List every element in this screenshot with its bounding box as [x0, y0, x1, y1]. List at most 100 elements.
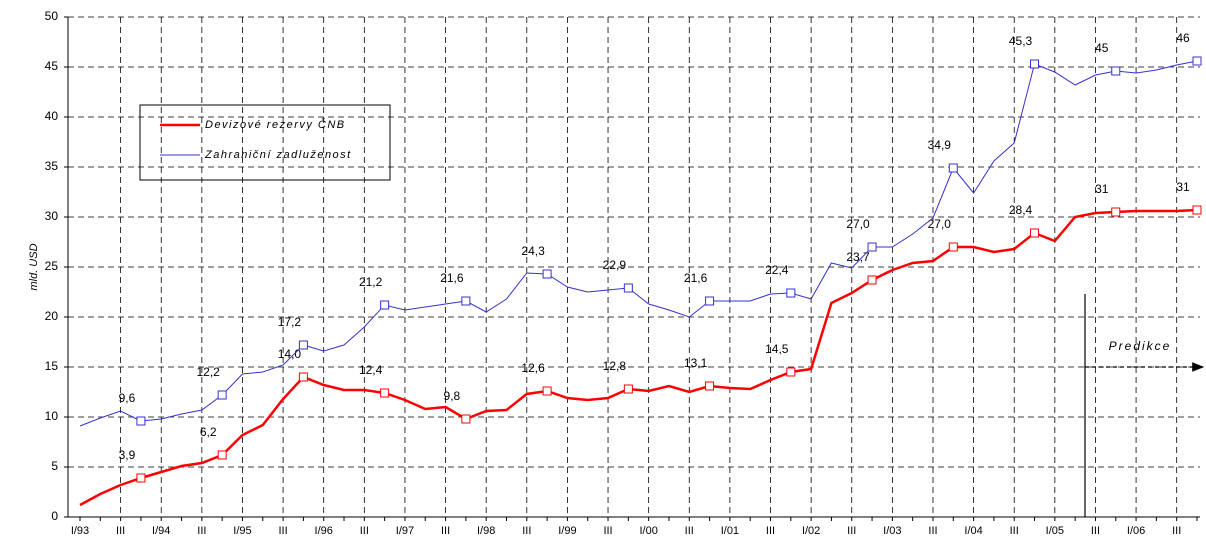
data-label: 9,6 — [119, 391, 136, 405]
point-marker — [867, 275, 877, 285]
data-label: 12,6 — [521, 361, 545, 375]
x-tick-label: III — [928, 525, 937, 537]
data-label: 13,1 — [684, 356, 708, 370]
x-tick-label: I/96 — [315, 525, 333, 537]
data-label: 14,0 — [278, 347, 302, 361]
legend — [139, 104, 391, 181]
point-marker — [948, 163, 958, 173]
data-label: 45 — [1095, 41, 1109, 55]
data-label: 21,6 — [684, 271, 708, 285]
data-label: 9,8 — [444, 389, 461, 403]
y-tick-label: 0 — [51, 509, 58, 523]
x-tick-label: III — [116, 525, 125, 537]
data-label: 27,0 — [928, 217, 952, 231]
point-marker — [217, 390, 227, 400]
x-tick-label: I/97 — [396, 525, 414, 537]
data-label: 3,9 — [119, 448, 136, 462]
x-tick-label: I/98 — [477, 525, 495, 537]
point-marker — [136, 473, 146, 483]
y-tick-label: 30 — [45, 209, 59, 223]
y-tick-label: 5 — [51, 459, 58, 473]
data-label: 45,3 — [1009, 34, 1033, 48]
y-tick-label: 45 — [45, 59, 59, 73]
x-tick-label: I/04 — [964, 525, 982, 537]
point-marker — [705, 296, 715, 306]
annotation: Predikce — [1109, 339, 1172, 353]
x-tick-label: III — [522, 525, 531, 537]
y-axis-title: mld. USD — [28, 243, 40, 290]
point-marker — [461, 414, 471, 424]
data-label: 23,7 — [846, 250, 870, 264]
data-label: 31 — [1176, 180, 1190, 194]
x-tick-label: III — [441, 525, 450, 537]
data-label: 14,5 — [765, 342, 789, 356]
point-marker — [867, 242, 877, 252]
legend-label: Devizové rezervy ČNB — [205, 118, 346, 131]
data-label: 12,8 — [603, 359, 627, 373]
x-tick-label: III — [1010, 525, 1019, 537]
y-tick-label: 40 — [45, 109, 59, 123]
data-label: 17,2 — [278, 315, 302, 329]
point-marker — [542, 269, 552, 279]
point-marker — [542, 386, 552, 396]
x-tick-label: III — [1091, 525, 1100, 537]
point-marker — [298, 340, 308, 350]
point-marker — [1030, 59, 1040, 69]
x-tick-label: I/93 — [71, 525, 89, 537]
x-tick-label: III — [847, 525, 856, 537]
y-tick-label: 25 — [45, 259, 59, 273]
y-tick-label: 15 — [45, 359, 59, 373]
data-label: 24,3 — [521, 244, 545, 258]
series-line — [79, 208, 1198, 507]
x-tick-label: I/03 — [883, 525, 901, 537]
point-marker — [217, 450, 227, 460]
point-marker — [948, 242, 958, 252]
y-tick-label: 50 — [45, 9, 59, 23]
data-label: 12,4 — [359, 363, 383, 377]
data-label: 34,9 — [928, 138, 952, 152]
x-tick-label: I/02 — [802, 525, 820, 537]
x-tick-label: III — [1172, 525, 1181, 537]
x-tick-label: III — [685, 525, 694, 537]
point-marker — [623, 384, 633, 394]
data-label: 28,4 — [1009, 203, 1033, 217]
data-label: 22,4 — [765, 263, 789, 277]
point-marker — [623, 283, 633, 293]
point-marker — [298, 372, 308, 382]
x-tick-label: I/00 — [639, 525, 657, 537]
point-marker — [461, 296, 471, 306]
point-marker — [380, 300, 390, 310]
point-marker — [1111, 66, 1121, 76]
point-marker — [1030, 228, 1040, 238]
point-marker — [786, 367, 796, 377]
data-label: 12,2 — [196, 365, 220, 379]
series-line — [79, 60, 1198, 427]
x-tick-label: III — [197, 525, 206, 537]
x-tick-label: III — [279, 525, 288, 537]
point-marker — [380, 388, 390, 398]
point-marker — [786, 288, 796, 298]
x-tick-label: I/01 — [721, 525, 739, 537]
y-tick-label: 35 — [45, 159, 59, 173]
y-tick-label: 20 — [45, 309, 59, 323]
point-marker — [1192, 205, 1202, 215]
x-tick-label: III — [360, 525, 369, 537]
point-marker — [1111, 207, 1121, 217]
data-label: 46 — [1176, 31, 1190, 45]
x-tick-label: III — [603, 525, 612, 537]
data-label: 22,9 — [603, 258, 627, 272]
point-marker — [136, 416, 146, 426]
x-tick-label: I/06 — [1127, 525, 1145, 537]
x-tick-label: III — [766, 525, 775, 537]
data-label: 21,2 — [359, 275, 383, 289]
data-label: 31 — [1095, 182, 1109, 196]
data-label: 21,6 — [440, 271, 464, 285]
x-tick-label: I/94 — [152, 525, 170, 537]
point-marker — [1192, 56, 1202, 66]
data-label: 27,0 — [846, 217, 870, 231]
point-marker — [705, 381, 715, 391]
legend-label: Zahraniční zadluženost — [204, 149, 352, 161]
data-label: 6,2 — [200, 425, 217, 439]
y-tick-label: 10 — [45, 409, 59, 423]
